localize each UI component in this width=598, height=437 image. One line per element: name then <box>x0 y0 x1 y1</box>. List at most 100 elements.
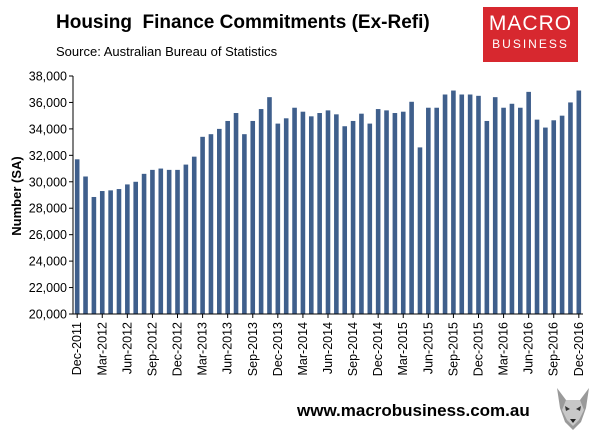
bar-Oct-2016 <box>559 115 565 314</box>
bar-Sep-2012 <box>150 169 155 314</box>
x-tick-label: Sep-2013 <box>246 322 260 376</box>
bar-Apr-2015 <box>409 101 414 314</box>
x-tick-label: Jun-2012 <box>120 322 134 374</box>
bar-Apr-2016 <box>509 103 515 315</box>
bar-Nov-2013 <box>267 97 272 314</box>
y-tick-label: 22,000 <box>29 281 67 295</box>
bar-Feb-2015 <box>392 113 398 315</box>
bar-Jan-2015 <box>384 110 389 314</box>
y-tick-label: 34,000 <box>29 122 67 136</box>
bar-Nov-2012 <box>166 169 172 314</box>
bar-Jul-2013 <box>233 113 239 315</box>
bar-Oct-2013 <box>258 109 264 314</box>
bar-Feb-2012 <box>91 196 97 314</box>
bar-Mar-2013 <box>200 136 205 314</box>
x-tick-label: Sep-2014 <box>346 322 360 376</box>
bar-Apr-2014 <box>308 116 314 314</box>
x-ticks-group: Dec-2011 Mar-2012 Jun-2012 Sep-2012 Dec-2012… <box>70 314 586 376</box>
bar-Dec-2015 <box>476 95 481 314</box>
bar-chart: 20,000 22,000 24,000 26,000 28,000 30,000 32,0… <box>9 70 586 377</box>
x-tick-label: Mar-2015 <box>396 322 410 376</box>
bar-Jan-2014 <box>283 118 289 314</box>
bar-Jul-2016 <box>534 119 540 314</box>
bar-Jan-2012 <box>83 176 88 314</box>
x-tick-label: Sep-2012 <box>145 322 159 376</box>
chart-source: Source: Australian Bureau of Statistics <box>56 44 278 59</box>
x-tick-label: Dec-2015 <box>471 322 485 376</box>
bar-Dec-2013 <box>275 123 281 314</box>
x-tick-label: Jun-2014 <box>321 322 335 374</box>
bar-Dec-2016 <box>576 90 582 314</box>
x-tick-label: Jun-2015 <box>421 322 435 374</box>
y-tick-label: 24,000 <box>29 255 67 269</box>
x-tick-label: Mar-2012 <box>95 322 109 376</box>
x-tick-label: Dec-2014 <box>371 322 385 376</box>
y-tick-label: 32,000 <box>29 149 67 163</box>
bar-Mar-2014 <box>300 111 306 314</box>
bar-Jan-2016 <box>484 120 490 315</box>
logo-line2: BUSINESS <box>492 37 569 51</box>
bar-Oct-2014 <box>359 113 364 315</box>
bar-Nov-2015 <box>467 94 473 314</box>
x-tick-label: Jun-2016 <box>522 322 536 374</box>
x-tick-label: Dec-2012 <box>171 322 185 376</box>
x-tick-label: Mar-2014 <box>296 322 310 376</box>
bar-Mar-2016 <box>501 107 506 314</box>
x-tick-label: Dec-2013 <box>271 322 285 376</box>
bar-Oct-2015 <box>459 94 465 314</box>
bar-May-2015 <box>417 147 423 314</box>
y-tick-label: 36,000 <box>29 96 67 110</box>
y-tick-label: 26,000 <box>29 228 67 242</box>
bar-Aug-2012 <box>141 173 147 314</box>
bar-Feb-2013 <box>191 156 197 314</box>
wolf-icon <box>557 388 589 430</box>
bar-Jun-2013 <box>225 120 230 315</box>
y-ticks-group: 20,000 22,000 24,000 26,000 28,000 30,000 32,0… <box>29 70 73 322</box>
bar-Apr-2013 <box>208 134 214 314</box>
x-tick-label: Sep-2016 <box>547 322 561 376</box>
bar-Aug-2016 <box>543 127 548 314</box>
bar-Aug-2015 <box>442 94 448 314</box>
bar-Dec-2012 <box>175 169 180 314</box>
bar-May-2012 <box>116 189 122 314</box>
x-tick-label: Jun-2013 <box>221 322 235 374</box>
bars-group <box>74 90 582 315</box>
footer-url: www.macrobusiness.com.au <box>297 401 530 420</box>
bar-Mar-2015 <box>400 111 406 314</box>
bar-Feb-2014 <box>292 107 297 314</box>
y-axis-label: Number (SA) <box>9 156 24 235</box>
bar-Nov-2016 <box>568 102 573 314</box>
y-tick-label: 28,000 <box>29 202 67 216</box>
bar-Jun-2014 <box>325 110 331 314</box>
bar-Sep-2016 <box>551 120 557 314</box>
bar-Dec-2014 <box>375 109 381 314</box>
bar-Oct-2012 <box>158 168 164 314</box>
bar-Jan-2013 <box>183 164 189 314</box>
bar-Apr-2012 <box>108 190 113 314</box>
bar-Mar-2012 <box>99 191 105 314</box>
bar-Jun-2015 <box>426 107 431 314</box>
bar-Sep-2015 <box>451 90 456 314</box>
logo-line1: MACRO <box>488 12 573 35</box>
bar-Jun-2016 <box>526 91 531 315</box>
y-tick-label: 20,000 <box>29 308 67 322</box>
bar-Jun-2012 <box>125 184 130 314</box>
bar-Jul-2015 <box>434 107 439 314</box>
chart-title: Housing Finance Commitments (Ex-Refi) <box>56 12 430 33</box>
bar-Sep-2013 <box>250 120 256 315</box>
bar-Feb-2016 <box>492 97 498 314</box>
x-tick-label: Sep-2015 <box>446 322 460 376</box>
x-tick-label: Dec-2016 <box>572 322 586 376</box>
macrobusiness-logo: MACRO BUSINESS <box>483 7 578 62</box>
y-tick-label: 38,000 <box>29 70 67 84</box>
bar-Nov-2014 <box>367 123 373 314</box>
bar-Aug-2013 <box>242 134 247 314</box>
bar-May-2016 <box>518 107 523 314</box>
x-tick-label: Dec-2011 <box>70 322 84 375</box>
bar-Aug-2014 <box>342 126 348 315</box>
y-tick-label: 30,000 <box>29 175 67 189</box>
bar-Jul-2012 <box>133 181 139 314</box>
bar-May-2013 <box>217 128 222 314</box>
bar-Dec-2011 <box>74 159 80 314</box>
bar-Jul-2014 <box>334 114 339 314</box>
